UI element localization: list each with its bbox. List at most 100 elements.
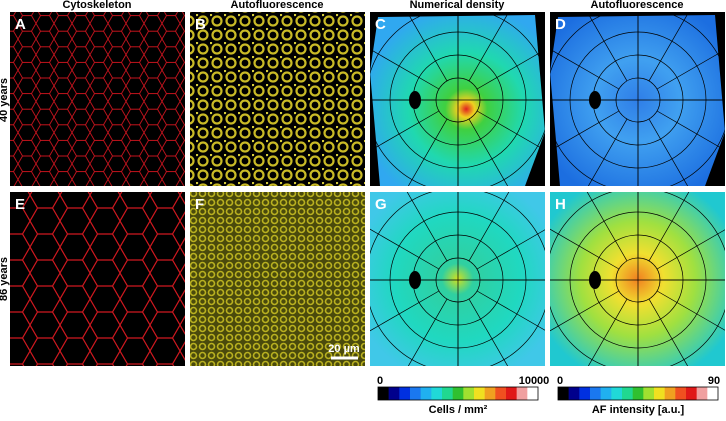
panel: F (190, 192, 365, 366)
scale-bar-label: 20 µm (328, 343, 360, 355)
grid-spoke (468, 12, 510, 82)
panel: D (550, 12, 725, 186)
micrograph (190, 12, 365, 186)
panel: H (550, 192, 725, 366)
colorbar-swatch (527, 387, 539, 400)
micrograph (10, 192, 185, 366)
panel-letter: D (555, 16, 566, 33)
colorbar-frame (377, 386, 539, 401)
grid-spoke (656, 110, 725, 151)
colorbar-swatch (643, 387, 655, 400)
colorbar-label: Cells / mm² (429, 404, 488, 416)
map (370, 192, 545, 366)
panel: A (10, 12, 185, 186)
colorbar-swatch (622, 387, 633, 400)
colorbar-max: 10000 (519, 375, 550, 387)
grid-spoke (550, 110, 620, 152)
colorbar-swatch (558, 387, 569, 400)
colorbar-swatch (431, 387, 443, 400)
colorbar-swatch (420, 387, 432, 400)
grid-spoke (468, 118, 509, 186)
map (550, 12, 725, 186)
grid-spoke (407, 298, 448, 366)
grid-spoke (406, 192, 448, 262)
panel-letter: C (375, 16, 386, 33)
colorbar-swatch (410, 387, 421, 400)
colorbar-min: 0 (377, 375, 383, 387)
colorbar-swatch (686, 387, 697, 400)
grid-spoke (648, 118, 689, 186)
column-header: Autofluorescence (591, 0, 684, 11)
panel-letter: F (195, 196, 204, 213)
panels: A B C D E F G H (10, 12, 725, 366)
panel: B (190, 12, 365, 186)
panel-letter: B (195, 16, 206, 33)
row-label: 86 years (0, 257, 10, 301)
colorbar-swatch (378, 387, 389, 400)
colorbar-swatch (675, 387, 687, 400)
colorbar-max: 90 (708, 375, 720, 387)
column-header: Autofluorescence (231, 0, 324, 11)
grid-spoke (550, 48, 620, 90)
colorbar-swatch (388, 387, 400, 400)
map (550, 192, 725, 366)
grid-spoke (476, 49, 545, 90)
colorbar-swatch (590, 387, 601, 400)
density-map (370, 192, 545, 366)
grid-spoke (648, 192, 690, 262)
grid-spoke (656, 49, 725, 90)
grid-spoke (550, 228, 620, 270)
grid-spoke (476, 110, 545, 151)
optic-disc (589, 91, 601, 109)
panel-letter: G (375, 196, 387, 213)
column-header: Numerical density (410, 0, 506, 11)
colorbar-min: 0 (557, 375, 563, 387)
colorbar-swatch (484, 387, 496, 400)
colorbar-swatch (495, 387, 507, 400)
grid-spoke (370, 48, 440, 90)
panel: G (370, 192, 545, 366)
colorbar-label: AF intensity [a.u.] (592, 404, 685, 416)
grid-spoke (406, 12, 448, 82)
grid-spoke (656, 229, 725, 270)
grid-spoke (648, 298, 689, 366)
panel: E (10, 192, 185, 366)
grid-spoke (370, 110, 440, 152)
grid-spoke (476, 229, 545, 270)
colorbar-swatch (632, 387, 644, 400)
colorbar-swatch (579, 387, 591, 400)
grid-spoke (586, 12, 628, 82)
colorbar-swatch (696, 387, 708, 400)
grid-spoke (370, 228, 440, 270)
grid-spoke (468, 192, 510, 262)
colorbar-swatch (399, 387, 411, 400)
colorbar-swatch (654, 387, 665, 400)
grid-spoke (468, 298, 509, 366)
optic-disc (589, 271, 601, 289)
colorbar-swatch (442, 387, 453, 400)
colorbar-swatch (611, 387, 623, 400)
colorbar-swatch (506, 387, 517, 400)
grid-spoke (656, 290, 725, 331)
colorbar-swatch (664, 387, 676, 400)
grid-spoke (587, 118, 628, 186)
row-label: 40 years (0, 78, 10, 122)
map (370, 12, 545, 186)
panel-letter: A (15, 16, 26, 33)
colorbar-swatch (516, 387, 528, 400)
micrograph (190, 192, 365, 366)
colorbar-swatch (600, 387, 612, 400)
column-header: Cytoskeleton (62, 0, 131, 11)
grid-spoke (476, 290, 545, 331)
grid-spoke (648, 12, 690, 82)
colorbar-swatch (474, 387, 485, 400)
density-map (550, 15, 725, 186)
colorbars: 0 10000 Cells / mm² 0 90 AF intensity [a.u.] (377, 375, 720, 416)
grid-spoke (370, 290, 440, 332)
optic-disc (409, 271, 421, 289)
colorbar-swatch (452, 387, 464, 400)
density-map (550, 192, 725, 366)
panel: C (370, 12, 545, 186)
optic-disc (409, 91, 421, 109)
